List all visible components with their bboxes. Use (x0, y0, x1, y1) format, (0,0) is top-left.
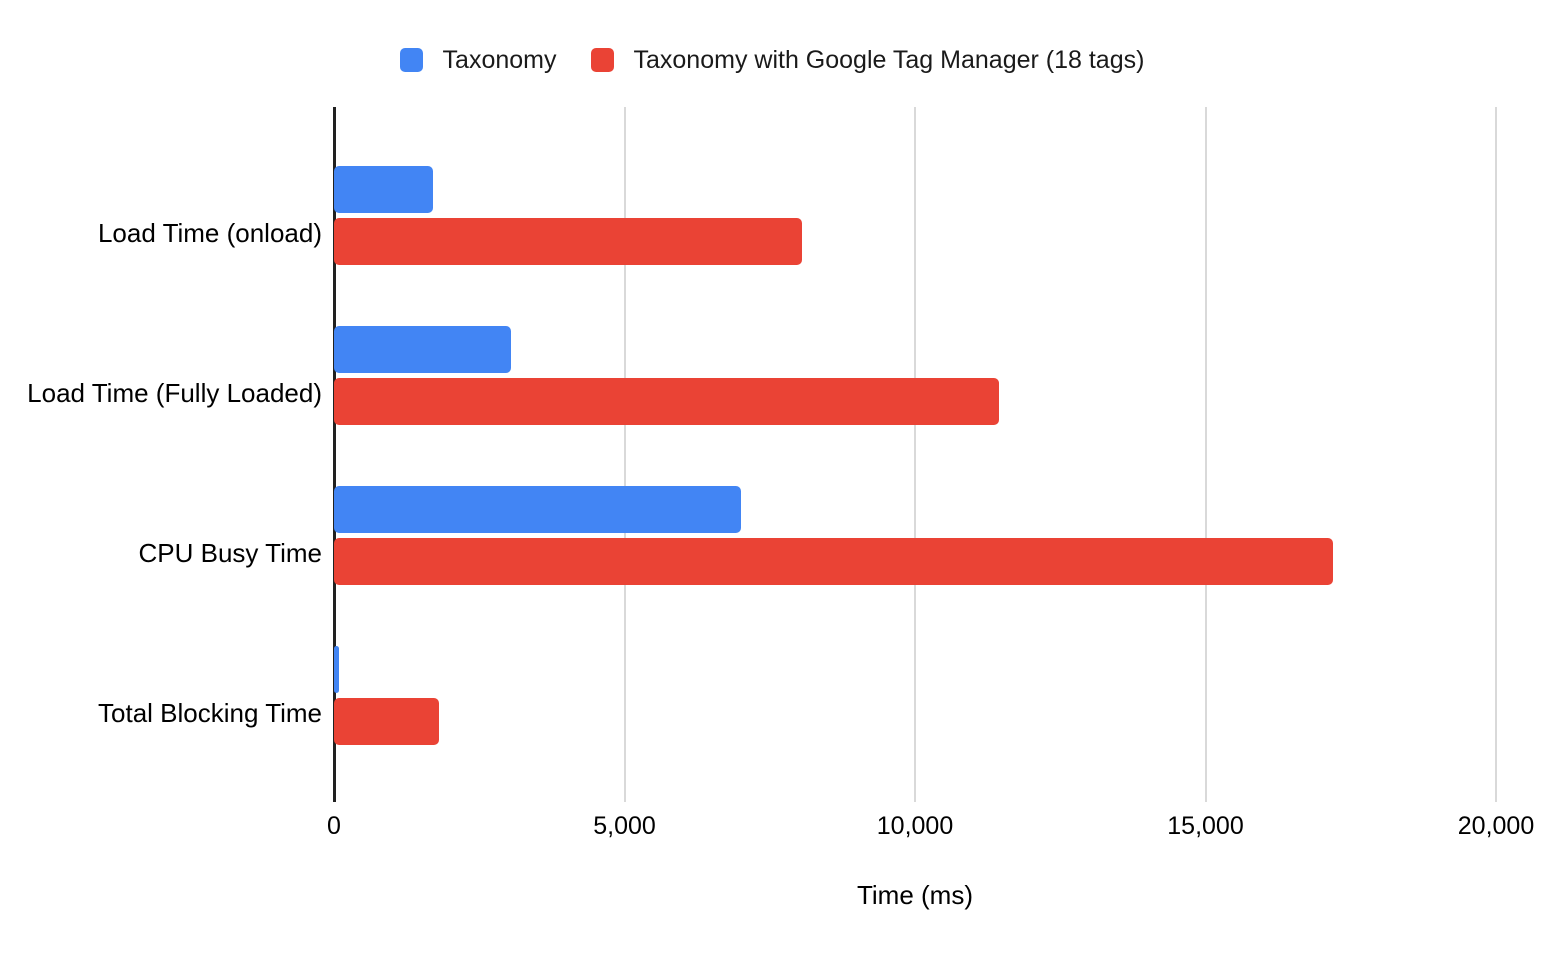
legend-label-taxonomy: Taxonomy (442, 45, 557, 74)
legend-item-taxonomy: Taxonomy (399, 45, 557, 75)
x-tick-label-5000: 5,000 (593, 812, 656, 840)
x-tick-label-15000: 15,000 (1167, 812, 1244, 840)
legend-swatch-blue-icon (399, 48, 423, 72)
category-label-0: Load Time (onload) (97, 217, 322, 248)
category-label-2: CPU Busy Time (138, 537, 323, 568)
bar-taxonomy-1 (334, 326, 512, 373)
gridline-5000 (623, 107, 626, 802)
gridline-10000 (914, 107, 916, 802)
legend-item-taxonomy-gtm: Taxonomy with Google Tag Manager (18 tag… (590, 45, 1145, 75)
bar-taxonomy-gtm-3 (334, 698, 439, 745)
chart-legend: Taxonomy Taxonomy with Google Tag Manage… (0, 40, 1544, 80)
legend-label-taxonomy-gtm: Taxonomy with Google Tag Manager (18 tag… (633, 45, 1145, 74)
bar-taxonomy-gtm-1 (334, 378, 1000, 425)
bar-taxonomy-gtm-2 (334, 538, 1334, 585)
category-label-3: Total Blocking Time (98, 697, 322, 728)
plot-area (333, 107, 1497, 802)
bar-taxonomy-3 (334, 646, 340, 693)
bar-taxonomy-2 (334, 486, 741, 533)
x-tick-label-0: 0 (327, 812, 341, 840)
x-tick-labels: 0 5,000 10,000 15,000 20,000 (327, 812, 1534, 842)
bar-taxonomy-0 (334, 166, 433, 213)
gridline-20000 (1495, 107, 1497, 802)
x-tick-label-20000: 20,000 (1457, 812, 1535, 840)
legend-swatch-red-icon (590, 48, 614, 72)
x-axis-title: Time (ms) (856, 880, 973, 910)
category-label-1: Load Time (Fully Loaded) (27, 377, 322, 408)
gridline-15000 (1204, 107, 1207, 802)
bar-taxonomy-gtm-0 (334, 218, 802, 265)
x-tick-label-10000: 10,000 (876, 812, 954, 840)
y-axis-line (333, 107, 336, 802)
